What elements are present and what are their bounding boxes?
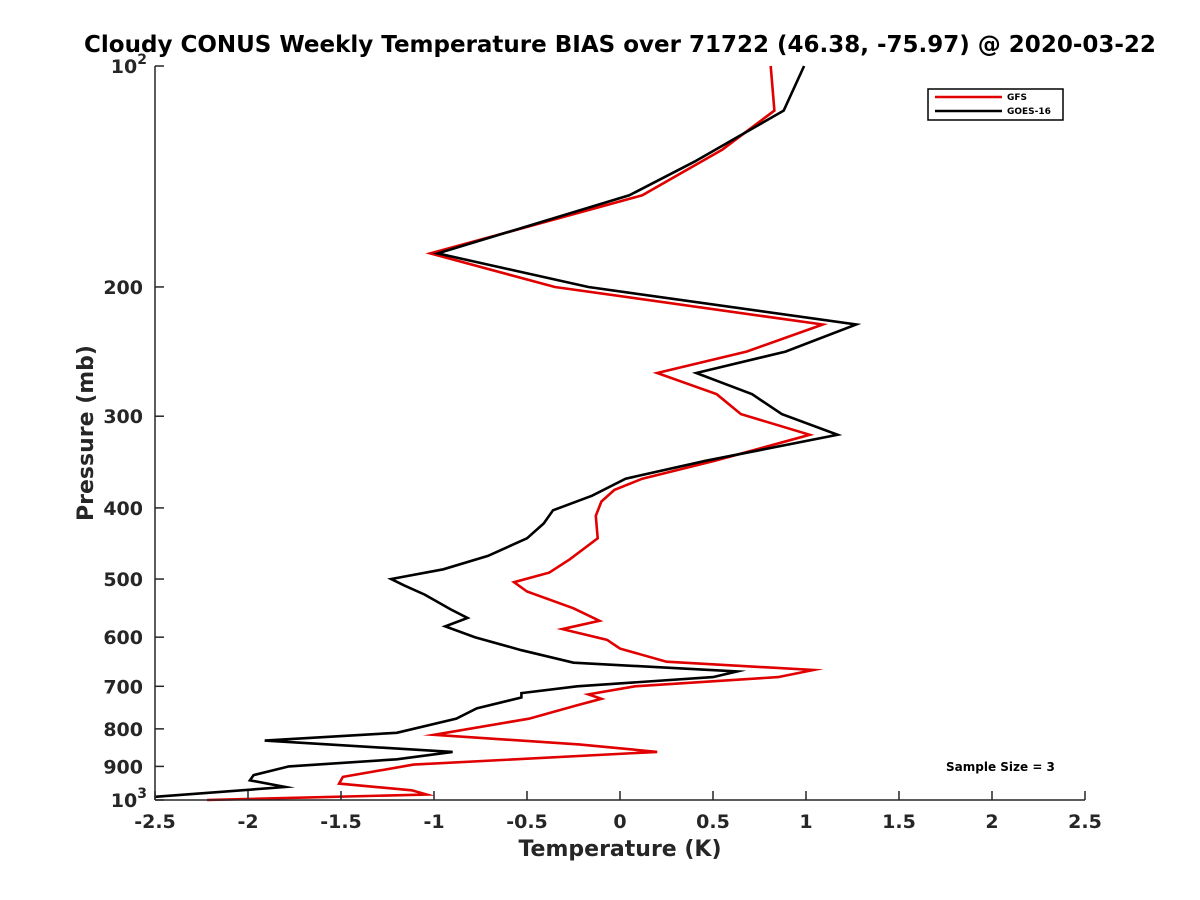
sample-size-annotation: Sample Size = 3: [946, 760, 1055, 774]
plot-area: -2.5 -2 -1.5 -1 -0.5 0 0.5 1 1.5 2 2.5 200 300 400 500…: [103, 52, 1102, 833]
legend: GFS GOES-16: [927, 88, 1064, 121]
y-tick-label: 500: [103, 569, 143, 591]
y-tick-label: 800: [103, 719, 143, 741]
axes-layer: -2.5 -2 -1.5 -1 -0.5 0 0.5 1 1.5 2 2.5 200 300 400 500…: [103, 52, 1102, 833]
x-tick-label: 0: [613, 811, 626, 833]
series-layer: [154, 65, 862, 802]
y-tick-label: 200: [103, 277, 143, 299]
y-tick-label: 400: [103, 498, 143, 520]
chart-title: Cloudy CONUS Weekly Temperature BIAS ove…: [84, 32, 1156, 58]
series-line-goes16: [154, 65, 862, 799]
y-tick-label: 600: [103, 627, 143, 649]
x-tick-label: -1.5: [320, 811, 362, 833]
legend-label-goes16: GOES-16: [1007, 107, 1051, 117]
y-tick-label: 300: [103, 406, 143, 428]
x-tick-label: 1: [799, 811, 812, 833]
x-tick-label: 2: [985, 811, 998, 833]
y-tick-label-top: 102: [111, 52, 147, 78]
x-tick-label: -0.5: [506, 811, 548, 833]
legend-box: [927, 88, 1064, 121]
x-tick-label: 0.5: [696, 811, 730, 833]
y-tick-label-bottom: 103: [111, 786, 147, 812]
x-tick-label: 1.5: [882, 811, 916, 833]
x-axis-label: Temperature (K): [518, 837, 721, 862]
x-tick-label: 2.5: [1068, 811, 1102, 833]
x-tick-label: -2.5: [134, 811, 176, 833]
series-line-gfs: [207, 65, 829, 802]
x-tick-label: -1: [423, 811, 444, 833]
x-tick-label: -2: [237, 811, 258, 833]
legend-label-gfs: GFS: [1007, 93, 1027, 103]
y-axis-label: Pressure (mb): [74, 345, 99, 521]
y-tick-label: 700: [103, 676, 143, 698]
y-tick-label: 900: [103, 756, 143, 778]
